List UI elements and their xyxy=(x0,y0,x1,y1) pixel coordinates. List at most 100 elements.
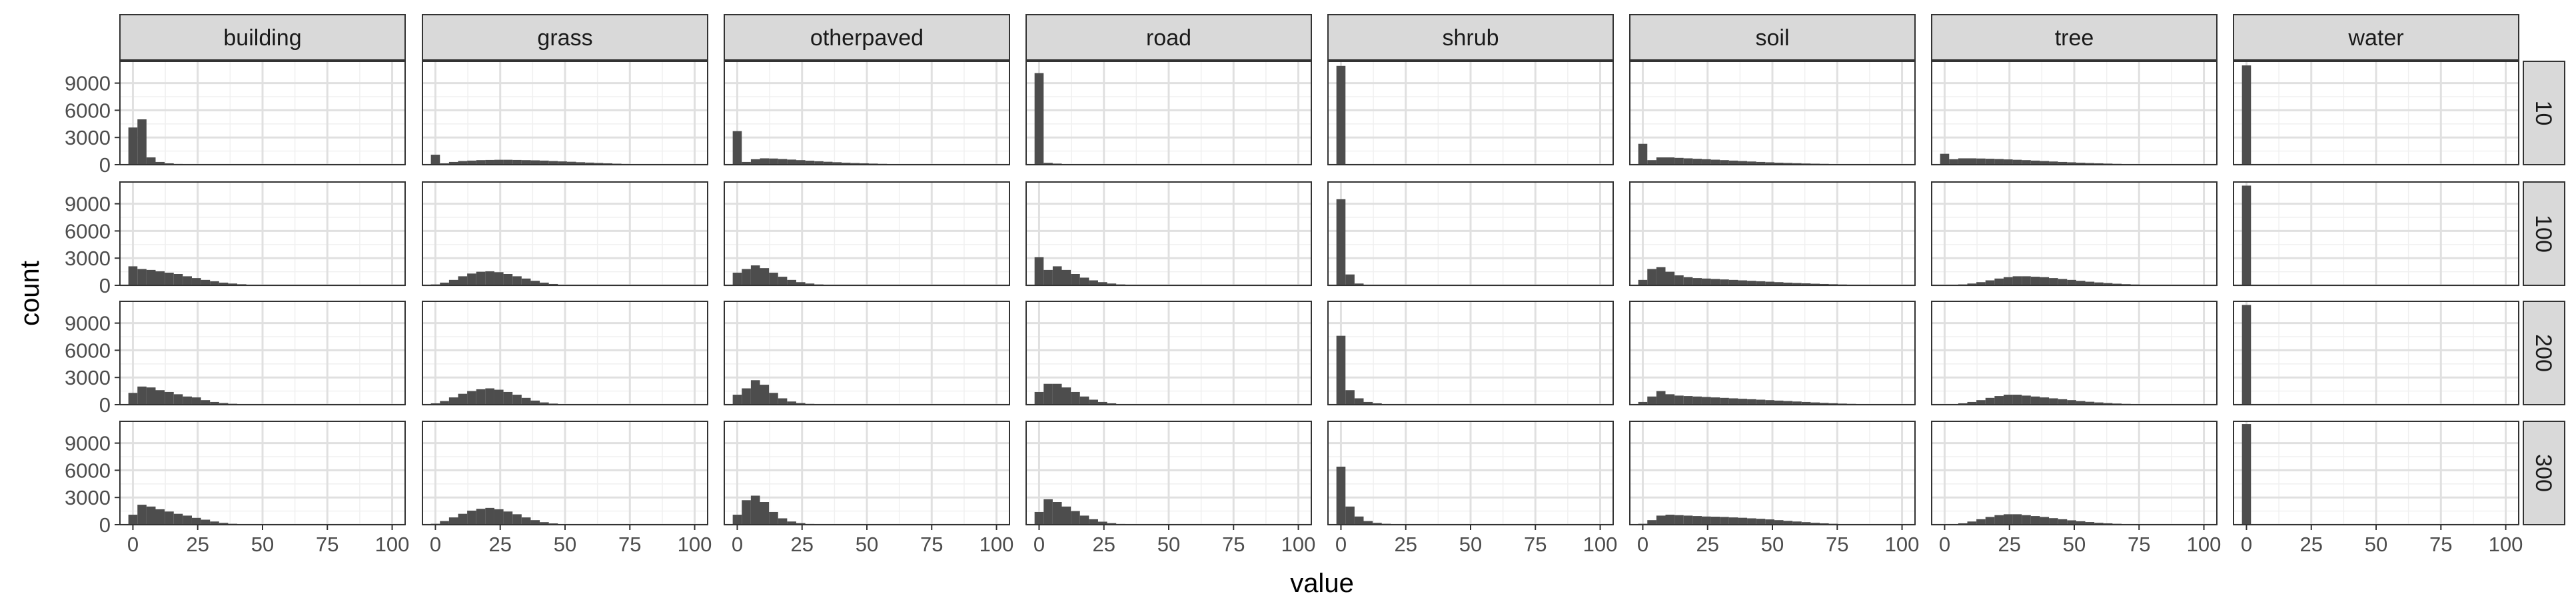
histogram-bar xyxy=(2040,397,2049,405)
histogram-bar xyxy=(458,514,468,525)
histogram-bar xyxy=(2013,160,2022,165)
histogram-bar xyxy=(1089,400,1098,405)
histogram-bar xyxy=(1062,387,1071,405)
histogram-bar xyxy=(2067,280,2076,285)
histogram-bar xyxy=(137,269,147,285)
y-tick-label: 6000 xyxy=(65,99,111,122)
histogram-bar xyxy=(1666,515,1675,525)
histogram-bar xyxy=(2049,518,2058,525)
histogram-bar xyxy=(1720,398,1729,405)
histogram-bar xyxy=(1976,159,1986,165)
histogram-bar xyxy=(760,158,770,165)
y-tick-label: 0 xyxy=(99,513,111,537)
histogram-bar xyxy=(1986,398,1995,405)
histogram-bar xyxy=(1711,160,1720,165)
histogram-bar xyxy=(1747,281,1756,285)
histogram-bar xyxy=(1071,392,1080,405)
histogram-bar xyxy=(476,160,486,165)
x-tick-label: 0 xyxy=(1939,533,1950,556)
histogram-bar xyxy=(1674,515,1684,525)
histogram-bar xyxy=(1765,400,1774,405)
histogram-bar xyxy=(1674,158,1684,165)
panel-water-10 xyxy=(2234,61,2519,165)
histogram-bar xyxy=(147,507,156,525)
histogram-bar xyxy=(467,273,476,285)
histogram-bar xyxy=(1666,157,1675,165)
histogram-bar xyxy=(165,273,174,285)
histogram-bar xyxy=(742,500,751,525)
histogram-bar xyxy=(1345,390,1355,405)
histogram-bar xyxy=(1035,392,1044,405)
histogram-bar xyxy=(2049,278,2058,285)
histogram-bar xyxy=(1674,275,1684,285)
y-tick-label: 6000 xyxy=(65,339,111,362)
y-tick-label: 3000 xyxy=(65,366,111,389)
histogram-bar xyxy=(2022,395,2031,405)
x-tick-label: 50 xyxy=(2365,533,2387,556)
y-tick-label: 3000 xyxy=(65,247,111,270)
histogram-bar xyxy=(2004,277,2013,285)
x-tick-label: 25 xyxy=(790,533,813,556)
histogram-bar xyxy=(165,392,174,405)
histogram-bar xyxy=(522,517,531,525)
histogram-bar xyxy=(1071,511,1080,525)
x-tick-label: 75 xyxy=(316,533,338,556)
histogram-bar xyxy=(769,159,778,165)
histogram-bar xyxy=(485,508,494,525)
x-tick-label: 75 xyxy=(2128,533,2150,556)
histogram-bar xyxy=(1638,280,1648,285)
histogram-bar xyxy=(530,281,540,285)
histogram-bar xyxy=(1994,279,2004,285)
facet-strip-label: shrub xyxy=(1442,25,1499,51)
x-tick-label: 50 xyxy=(2063,533,2086,556)
histogram-bar xyxy=(778,518,788,525)
histogram-bar xyxy=(1940,154,1950,165)
histogram-bar xyxy=(1729,280,1738,285)
row-strip-label: 10 xyxy=(2531,101,2556,126)
histogram-bar xyxy=(2040,277,2049,285)
histogram-bar xyxy=(183,276,192,285)
facet-strip-label: water xyxy=(2347,25,2403,51)
facet-strip-label: otherpaved xyxy=(810,25,924,51)
histogram-bar xyxy=(1994,396,2004,405)
panel-otherpaved-200 xyxy=(724,301,1009,405)
histogram-bar xyxy=(1684,515,1693,525)
histogram-bar xyxy=(1656,157,1666,165)
histogram-bar xyxy=(1043,499,1053,525)
histogram-bar xyxy=(1035,257,1044,285)
histogram-bar xyxy=(1738,281,1747,285)
histogram-bar xyxy=(2004,514,2013,525)
x-tick-label: 75 xyxy=(618,533,641,556)
y-tick-label: 6000 xyxy=(65,459,111,482)
histogram-bar xyxy=(1711,279,1720,285)
histogram-bar xyxy=(512,514,522,525)
histogram-bar xyxy=(2058,399,2068,405)
y-tick-label: 9000 xyxy=(65,432,111,455)
histogram-bar xyxy=(431,155,440,165)
x-tick-label: 0 xyxy=(1335,533,1347,556)
histogram-bar xyxy=(458,276,468,285)
histogram-bar xyxy=(1043,384,1053,405)
panel-tree-200 xyxy=(1932,301,2217,405)
histogram-bar xyxy=(201,400,211,405)
histogram-bar xyxy=(742,269,751,285)
histogram-bar xyxy=(733,515,742,525)
histogram-bar xyxy=(1702,397,1711,405)
histogram-bar xyxy=(760,502,770,525)
histogram-bar xyxy=(742,389,751,405)
histogram-bar xyxy=(137,387,147,405)
x-tick-label: 0 xyxy=(2241,533,2252,556)
histogram-bar xyxy=(1666,394,1675,405)
y-tick-label: 3000 xyxy=(65,126,111,149)
x-tick-label: 75 xyxy=(920,533,943,556)
histogram-bar xyxy=(2076,281,2086,285)
histogram-bar xyxy=(449,517,458,525)
histogram-bar xyxy=(1729,398,1738,405)
histogram-bar xyxy=(174,274,183,285)
histogram-bar xyxy=(2242,305,2252,405)
histogram-bar xyxy=(476,509,486,525)
histogram-bar xyxy=(137,505,147,525)
histogram-bar xyxy=(1337,467,1346,525)
panel-tree-100 xyxy=(1932,182,2217,285)
